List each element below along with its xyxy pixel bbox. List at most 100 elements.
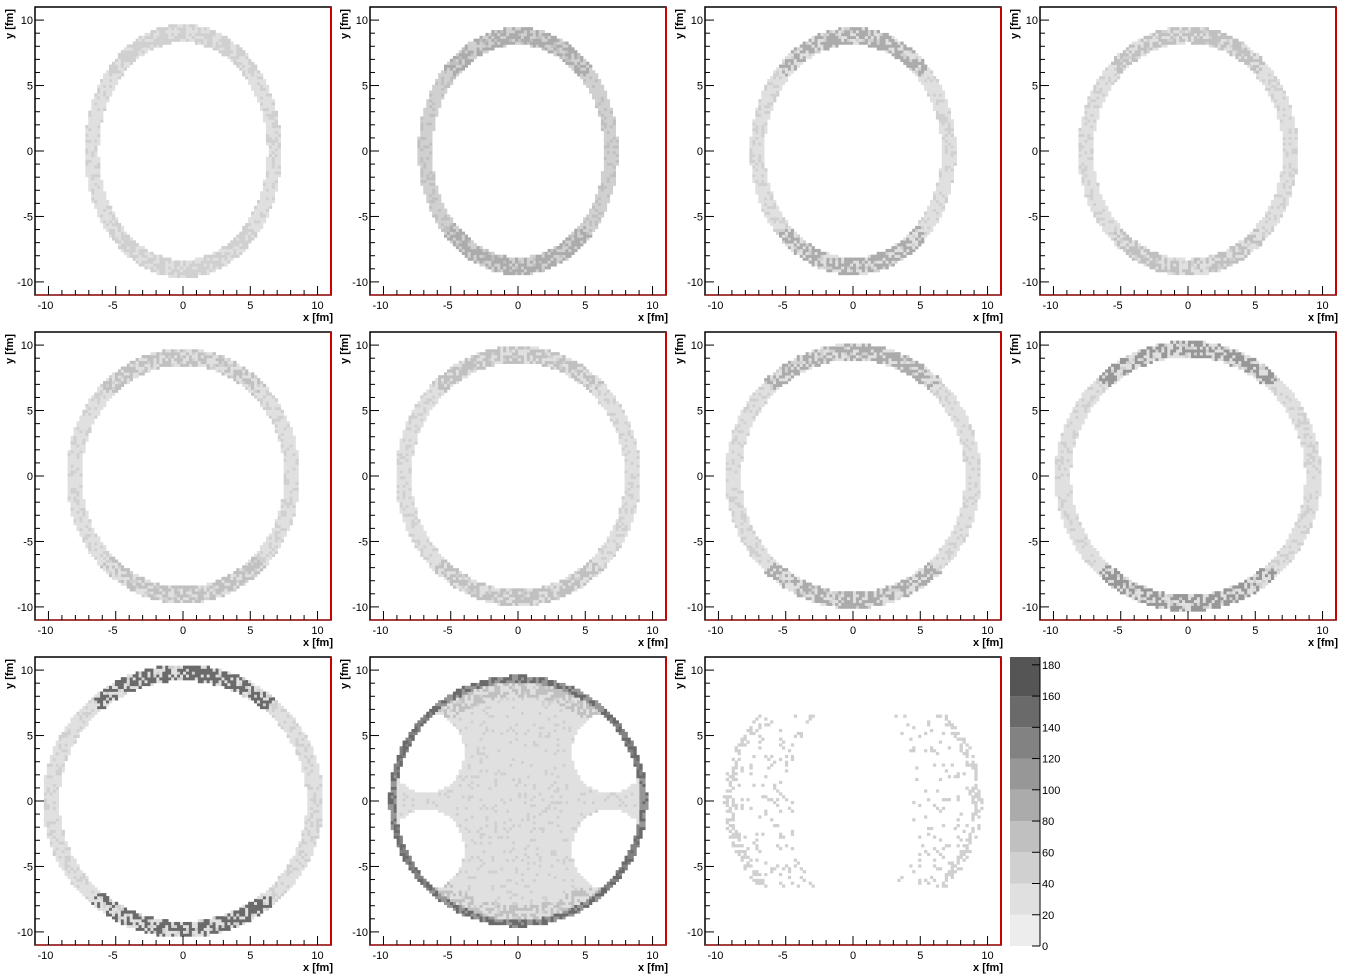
heatmap-cell	[811, 251, 815, 255]
heatmap-cell	[935, 205, 940, 209]
heatmap-cell	[770, 191, 774, 195]
heatmap-cell	[1273, 104, 1278, 109]
heatmap-cell	[906, 234, 910, 238]
heatmap-cell	[444, 208, 448, 212]
heatmap-cell	[606, 176, 611, 181]
heatmap-cell	[841, 269, 845, 273]
heatmap-cell	[265, 104, 270, 109]
heatmap-cell	[144, 263, 148, 267]
heatmap-cell	[924, 84, 928, 88]
heatmap-cell	[600, 113, 605, 117]
heatmap-cell	[203, 30, 207, 34]
heatmap-cell	[838, 27, 842, 31]
heatmap-cell	[429, 197, 433, 201]
heatmap-cell	[518, 257, 522, 261]
heatmap-cell	[523, 35, 528, 39]
heatmap-cell	[1093, 116, 1097, 120]
heatmap-cell	[420, 130, 424, 135]
heatmap-cell	[452, 231, 457, 235]
heatmap-cell	[106, 220, 110, 224]
heatmap-cell	[764, 176, 768, 181]
heatmap-cell	[761, 96, 765, 100]
heatmap-cell	[885, 263, 889, 267]
heatmap-cell	[251, 214, 255, 218]
heatmap-cell	[574, 243, 578, 247]
heatmap-cell	[257, 211, 261, 215]
heatmap-cell	[1188, 271, 1192, 276]
heatmap-cell	[761, 122, 765, 126]
heatmap-cell	[752, 127, 756, 132]
heatmap-cell	[950, 130, 954, 135]
heatmap-cell	[1111, 79, 1115, 83]
heatmap-cell	[218, 251, 222, 255]
heatmap-cell	[177, 263, 181, 267]
x-tick-label: 10	[646, 300, 658, 312]
heatmap-cell	[864, 271, 869, 276]
heatmap-cell	[835, 44, 839, 48]
heatmap-cell	[550, 50, 554, 54]
heatmap-cell	[1105, 84, 1109, 88]
heatmap-cell	[941, 145, 946, 149]
heatmap-cell	[603, 96, 608, 100]
heatmap-cell	[227, 251, 231, 255]
heatmap-cell	[1220, 44, 1224, 48]
heatmap-cell	[790, 55, 795, 60]
heatmap-cell	[912, 234, 916, 238]
heatmap-cell	[523, 260, 528, 264]
heatmap-cell	[932, 104, 937, 109]
heatmap-cell	[612, 162, 616, 166]
heatmap-cell	[805, 53, 809, 57]
heatmap-cell	[932, 79, 937, 83]
heatmap-cell	[153, 266, 157, 270]
heatmap-cell	[100, 99, 104, 103]
heatmap-cell	[233, 240, 237, 244]
heatmap-cell	[935, 197, 940, 201]
heatmap-cell	[826, 41, 830, 45]
heatmap-cell	[781, 225, 786, 230]
heatmap-cell	[568, 55, 572, 60]
heatmap-cell	[784, 79, 789, 83]
heatmap-cell	[864, 27, 869, 31]
heatmap-cell	[761, 191, 765, 195]
heatmap-cell	[918, 79, 922, 83]
heatmap-cell	[200, 257, 205, 261]
heatmap-cell	[503, 269, 507, 273]
heatmap-cell	[903, 248, 907, 253]
heatmap-cell	[550, 248, 554, 253]
y-tick-label: 5	[362, 81, 368, 93]
heatmap-cell	[1078, 162, 1082, 166]
heatmap-cell	[749, 156, 753, 160]
heatmap-cell	[94, 122, 98, 126]
heatmap-cell	[935, 110, 940, 114]
heatmap-cell	[191, 269, 196, 273]
heatmap-cell	[547, 50, 551, 54]
heatmap-cell	[915, 234, 919, 238]
heatmap-cell	[144, 38, 148, 42]
heatmap-cell	[265, 116, 270, 120]
heatmap-cell	[1140, 44, 1144, 48]
heatmap-cell	[1114, 225, 1118, 230]
heatmap-cell	[1294, 168, 1298, 172]
heatmap-cell	[429, 139, 433, 143]
heatmap-cell	[1273, 223, 1278, 227]
heatmap-cell	[927, 225, 931, 230]
heatmap-cell	[177, 30, 181, 34]
heatmap-cell	[141, 246, 145, 250]
heatmap-cell	[215, 32, 219, 37]
heatmap-cell	[929, 223, 934, 227]
heatmap-cell	[1087, 136, 1091, 140]
heatmap-cell	[1090, 122, 1094, 126]
heatmap-cell	[779, 84, 783, 88]
heatmap-cell	[470, 53, 474, 57]
heatmap-cell	[212, 47, 216, 51]
heatmap-cell	[268, 202, 273, 207]
heatmap-cell	[449, 231, 454, 235]
heatmap-cell	[544, 47, 548, 51]
heatmap-cell	[271, 151, 276, 155]
heatmap-cell	[1084, 145, 1088, 149]
heatmap-cell	[1102, 223, 1106, 227]
heatmap-cell	[1084, 171, 1088, 175]
heatmap-cell	[767, 102, 771, 106]
heatmap-cell	[1090, 197, 1094, 201]
heatmap-cell	[764, 107, 768, 111]
